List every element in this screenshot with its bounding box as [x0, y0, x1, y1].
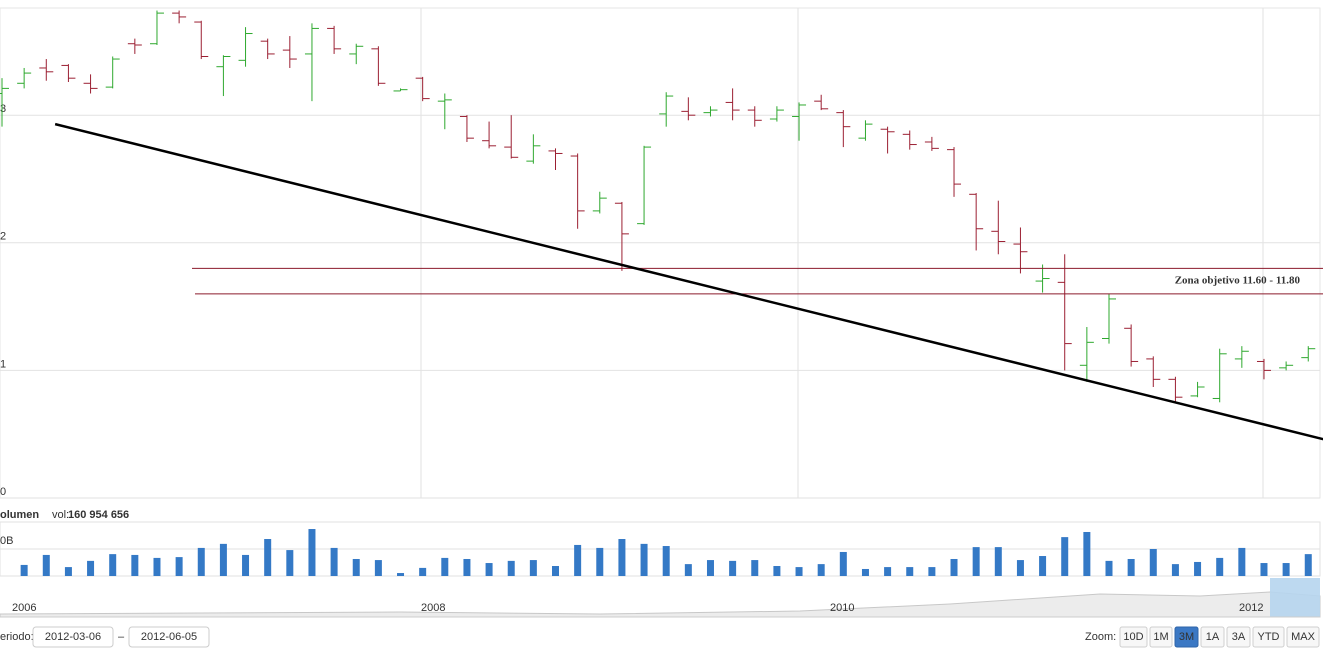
volume-bar	[1061, 537, 1069, 576]
zoom-button-label: 3M	[1179, 631, 1194, 643]
volume-bar	[330, 547, 338, 576]
volume-bar	[596, 547, 604, 576]
volume-bar	[507, 560, 515, 576]
volume-bar	[795, 567, 803, 576]
zoom-button[interactable]	[1119, 626, 1148, 648]
volume-bar	[441, 557, 449, 576]
volume-bar	[662, 546, 670, 576]
volume-bar	[640, 543, 648, 576]
volume-bar	[861, 568, 869, 576]
volume-bar	[729, 560, 737, 576]
volume-bar	[1304, 554, 1312, 576]
zoom-button-label: 1A	[1206, 631, 1220, 643]
volume-bar	[972, 547, 980, 576]
volume-bar	[1260, 563, 1268, 576]
volume-bar	[1216, 557, 1224, 576]
volume-bar	[529, 560, 537, 576]
volume-bar	[42, 554, 50, 576]
y-tick-label: 0	[0, 486, 6, 498]
volume-bar	[928, 567, 936, 576]
zoom-label: Zoom:	[1085, 631, 1116, 643]
navigator-selection[interactable]	[1270, 578, 1320, 617]
navigator-label: 2006	[12, 602, 36, 614]
y-tick-label: 1	[0, 358, 6, 370]
navigator-label: 2012	[1239, 602, 1263, 614]
volume-bar	[1039, 556, 1047, 576]
volume-value: 160 954 656	[68, 509, 129, 521]
volume-bar	[397, 573, 405, 576]
y-tick-label: 2	[0, 231, 6, 243]
date-from: 2012-03-06	[45, 631, 101, 643]
zoom-button[interactable]	[1174, 626, 1199, 648]
zoom-button-label: 10D	[1123, 631, 1143, 643]
volume-label: vol:	[52, 509, 69, 521]
period-label: eriodo:	[0, 631, 34, 643]
trend-line	[54, 122, 1323, 441]
volume-bar	[109, 554, 117, 576]
volume-bar	[994, 547, 1002, 576]
volume-bar	[1238, 547, 1246, 576]
volume-bar	[1016, 560, 1024, 576]
volume-bar	[884, 567, 892, 576]
volume-bar	[1105, 560, 1113, 576]
zoom-button[interactable]	[1286, 626, 1320, 648]
zoom-button[interactable]	[1226, 626, 1251, 648]
volume-bar	[706, 560, 714, 576]
volume-bar	[197, 547, 205, 576]
volume-bar	[87, 560, 95, 576]
volume-bar	[20, 564, 28, 576]
volume-bar	[618, 539, 626, 576]
volume-bar	[131, 554, 139, 576]
navigator-label: 2008	[421, 602, 445, 614]
volume-bar	[463, 558, 471, 576]
volume-bar	[286, 550, 294, 576]
date-input[interactable]	[32, 626, 114, 648]
zoom-button-label: YTD	[1258, 631, 1280, 643]
date-to: 2012-06-05	[141, 631, 197, 643]
volume-bar	[751, 560, 759, 576]
volume-bar	[1083, 531, 1091, 576]
volume-bar	[1194, 561, 1202, 576]
volume-bar	[684, 564, 692, 576]
volume-bar	[1149, 549, 1157, 576]
volume-bar	[264, 539, 272, 576]
period-separator: –	[118, 631, 125, 643]
zoom-button[interactable]	[1200, 626, 1225, 648]
volume-bar	[242, 554, 250, 576]
zone-label: Zona objetivo 11.60 - 11.80	[1175, 275, 1301, 287]
plot-frame	[0, 7, 1321, 499]
zoom-button-label: 3A	[1232, 631, 1246, 643]
volume-bar	[773, 566, 781, 576]
volume-title: olumen	[0, 509, 39, 521]
date-input[interactable]	[128, 626, 210, 648]
volume-bar	[64, 567, 72, 576]
volume-bar	[485, 563, 493, 576]
volume-bar	[552, 566, 559, 576]
volume-bar	[574, 544, 582, 576]
volume-bar	[374, 560, 382, 576]
volume-bar	[419, 567, 427, 576]
volume-tick-label: 0B	[0, 535, 13, 547]
zoom-button-label: 1M	[1153, 631, 1168, 643]
volume-bar	[839, 551, 847, 576]
zoom-button[interactable]	[1149, 626, 1173, 648]
volume-bar	[1127, 558, 1135, 576]
volume-bar	[219, 543, 227, 576]
volume-bar	[175, 557, 183, 576]
navigator-label: 2010	[830, 602, 854, 614]
volume-bar	[1282, 563, 1290, 576]
volume-bar	[352, 558, 360, 576]
volume-bar	[906, 567, 914, 576]
navigator-area	[0, 591, 1321, 618]
zoom-button[interactable]	[1252, 626, 1285, 648]
y-tick-label: 3	[0, 103, 6, 115]
volume-bar	[950, 558, 958, 576]
volume-bar	[153, 557, 161, 576]
volume-bar	[1171, 564, 1179, 576]
volume-bar	[817, 564, 825, 576]
zoom-button-label: MAX	[1291, 631, 1316, 643]
volume-bar	[308, 529, 316, 576]
